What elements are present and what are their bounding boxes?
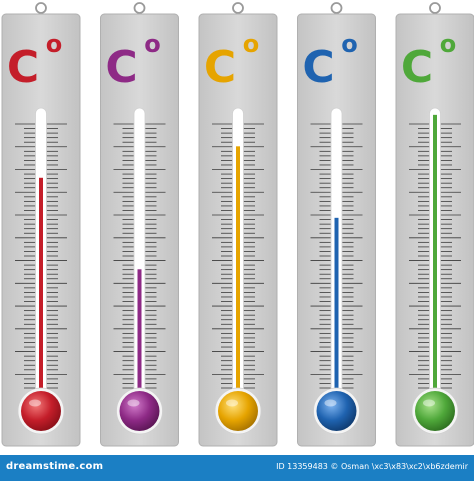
bulb <box>316 391 357 431</box>
celsius-symbol: C <box>105 42 137 93</box>
hanger-hook <box>330 2 343 14</box>
scale-ticks <box>310 123 363 389</box>
degree-mark: o <box>46 30 63 58</box>
celsius-symbol: C <box>7 42 39 93</box>
bulb-highlight <box>423 399 435 407</box>
bulb <box>218 391 258 431</box>
bulb <box>119 391 160 431</box>
bulb <box>21 391 61 431</box>
scale-ticks <box>409 123 461 389</box>
bulb-highlight <box>29 399 41 407</box>
hanger-hook <box>35 2 47 14</box>
hanger-hook <box>429 2 441 14</box>
hanger-hook <box>232 2 244 14</box>
brand-label: dreamstime.com <box>6 461 104 472</box>
scale-ticks <box>113 123 166 389</box>
degree-mark: o <box>144 30 161 58</box>
degree-mark: o <box>440 30 457 58</box>
bulb <box>415 391 455 431</box>
degree-mark: o <box>341 30 358 58</box>
footer-bar: dreamstime.com ID 13359483 © Osman \xc3\… <box>0 455 474 481</box>
mercury-column <box>236 146 240 408</box>
mercury-column <box>433 114 437 409</box>
mercury-column <box>39 177 43 408</box>
scale-ticks <box>15 123 67 389</box>
scale-ticks <box>212 123 264 389</box>
hanger-hook <box>133 2 146 14</box>
degree-mark: o <box>243 30 260 58</box>
bulb-highlight <box>226 399 238 407</box>
celsius-symbol: C <box>204 42 236 93</box>
bulb-highlight <box>324 399 337 407</box>
bulb-highlight <box>127 399 140 407</box>
mercury-column <box>334 217 339 408</box>
mercury-column <box>137 269 142 408</box>
celsius-symbol: C <box>401 42 433 93</box>
image-credit: ID 13359483 © Osman \xc3\x83\xc2\xb6zdem… <box>276 462 468 471</box>
celsius-symbol: C <box>302 42 334 93</box>
